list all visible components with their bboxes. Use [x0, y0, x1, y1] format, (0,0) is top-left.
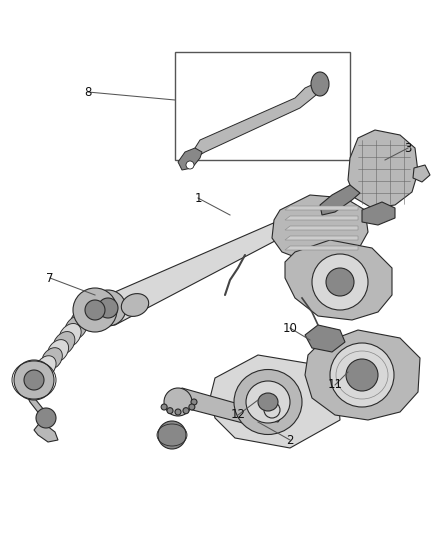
Polygon shape	[260, 398, 285, 422]
Polygon shape	[285, 226, 358, 230]
Polygon shape	[285, 216, 358, 220]
Ellipse shape	[36, 356, 56, 377]
Polygon shape	[34, 422, 58, 442]
Ellipse shape	[25, 372, 43, 392]
Circle shape	[90, 290, 126, 326]
Ellipse shape	[71, 308, 94, 333]
Polygon shape	[178, 148, 202, 170]
Circle shape	[189, 404, 195, 410]
Circle shape	[264, 402, 280, 418]
Polygon shape	[285, 206, 358, 210]
Polygon shape	[285, 236, 358, 240]
Ellipse shape	[121, 294, 148, 317]
Circle shape	[191, 399, 197, 405]
Text: 1: 1	[194, 191, 202, 205]
Polygon shape	[210, 340, 340, 448]
Polygon shape	[172, 388, 268, 428]
Text: 12: 12	[230, 408, 246, 422]
Text: 10: 10	[283, 321, 297, 335]
Polygon shape	[285, 240, 392, 320]
Circle shape	[330, 343, 394, 407]
Text: 11: 11	[328, 378, 343, 392]
Ellipse shape	[30, 364, 50, 385]
Polygon shape	[413, 165, 430, 182]
Circle shape	[24, 370, 44, 390]
Text: 7: 7	[46, 271, 54, 285]
Circle shape	[175, 409, 181, 415]
Polygon shape	[285, 246, 358, 250]
Circle shape	[326, 268, 354, 296]
Ellipse shape	[246, 381, 290, 423]
Polygon shape	[195, 82, 322, 156]
Polygon shape	[362, 202, 395, 225]
Circle shape	[186, 161, 194, 169]
Polygon shape	[28, 395, 48, 420]
Polygon shape	[95, 210, 325, 325]
Polygon shape	[272, 195, 368, 262]
Ellipse shape	[234, 369, 302, 434]
Circle shape	[161, 404, 167, 410]
Circle shape	[36, 408, 56, 428]
Circle shape	[98, 298, 118, 318]
Circle shape	[14, 360, 54, 400]
Circle shape	[85, 300, 105, 320]
Circle shape	[312, 254, 368, 310]
Polygon shape	[320, 185, 360, 215]
Circle shape	[73, 288, 117, 332]
Circle shape	[346, 359, 378, 391]
Text: 8: 8	[84, 85, 92, 99]
Polygon shape	[348, 130, 418, 208]
Polygon shape	[305, 330, 420, 420]
Text: 3: 3	[404, 141, 412, 155]
Circle shape	[183, 408, 189, 414]
Bar	[175, 52, 350, 160]
Ellipse shape	[258, 393, 278, 411]
Ellipse shape	[47, 340, 69, 362]
Ellipse shape	[64, 316, 88, 340]
Circle shape	[164, 388, 192, 416]
Circle shape	[158, 421, 186, 449]
Text: 2: 2	[286, 433, 294, 447]
Ellipse shape	[53, 332, 75, 355]
Ellipse shape	[311, 72, 329, 96]
Ellipse shape	[59, 324, 81, 348]
Polygon shape	[305, 325, 345, 352]
Circle shape	[167, 408, 173, 414]
Ellipse shape	[42, 348, 62, 370]
